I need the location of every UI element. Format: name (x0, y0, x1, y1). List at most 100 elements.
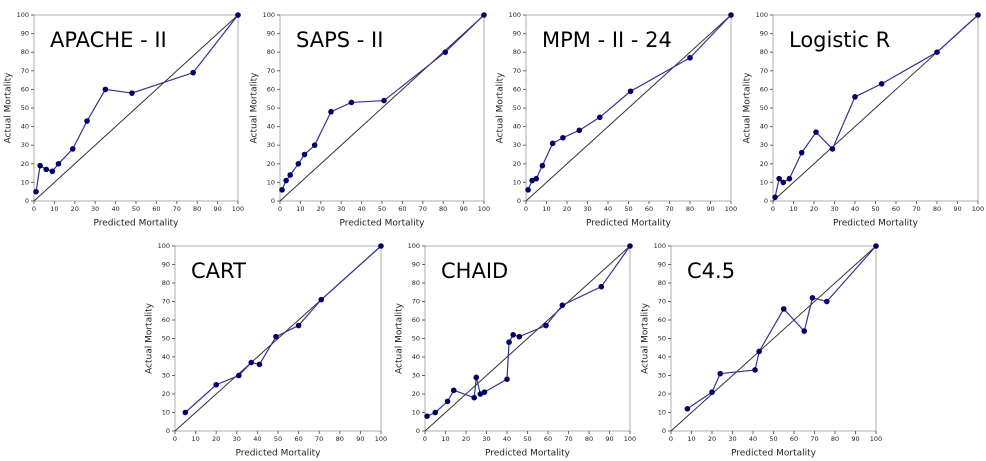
data-point (444, 398, 451, 405)
data-point (934, 49, 940, 55)
x-tick-label: 90 (356, 435, 364, 443)
data-point (378, 243, 384, 249)
y-tick-label: 40 (267, 123, 275, 131)
data-point (813, 129, 819, 135)
data-point (752, 367, 758, 373)
y-tick-label: 80 (513, 48, 521, 56)
reference-diagonal (525, 14, 732, 202)
y-tick-label: 20 (658, 390, 666, 398)
x-tick-label: 0 (771, 205, 775, 213)
x-tick-label: 60 (892, 205, 900, 213)
y-tick-label: 10 (162, 409, 170, 417)
data-point (780, 306, 787, 312)
y-tick-label: 0 (517, 197, 521, 205)
x-tick-label: 70 (173, 205, 181, 213)
y-tick-label: 70 (513, 67, 521, 75)
data-point (878, 81, 885, 87)
data-point (481, 12, 487, 18)
x-tick-label: 0 (32, 205, 36, 213)
data-point (283, 177, 289, 184)
x-tick-label: 50 (769, 435, 777, 443)
x-tick-label: 90 (851, 435, 859, 443)
x-tick-label: 50 (274, 435, 282, 443)
y-tick-label: 10 (412, 409, 420, 417)
x-tick-label: 50 (132, 205, 140, 213)
x-tick-label: 0 (423, 435, 427, 443)
x-axis-label: Predicted Mortality (731, 449, 817, 459)
series-line (687, 245, 877, 410)
x-tick-label: 40 (604, 205, 612, 213)
y-axis-label: Actual Mortality (496, 72, 506, 144)
chart-title: SAPS - II (296, 28, 383, 52)
chart-title: APACHE - II (50, 28, 167, 52)
chart-title: CART (191, 259, 246, 283)
y-tick-label: 50 (513, 104, 521, 112)
data-point (450, 387, 457, 394)
y-tick-label: 20 (162, 390, 170, 398)
y-tick-label: 100 (263, 11, 275, 19)
chart-title: CHAID (441, 259, 508, 283)
data-point (84, 118, 90, 124)
y-tick-label: 80 (21, 48, 29, 56)
x-tick-label: 30 (482, 435, 490, 443)
x-tick-label: 10 (542, 205, 550, 213)
data-point (381, 97, 387, 104)
x-tick-label: 60 (294, 435, 302, 443)
data-point (37, 162, 43, 169)
data-point (256, 361, 263, 368)
y-tick-label: 40 (658, 353, 666, 361)
data-point (560, 134, 566, 141)
y-tick-label: 100 (158, 242, 170, 250)
data-point (576, 127, 583, 134)
x-tick-label: 90 (213, 205, 221, 213)
x-tick-label: 60 (790, 435, 798, 443)
data-point (190, 69, 196, 76)
y-tick-label: 30 (760, 141, 768, 149)
y-tick-label: 90 (513, 30, 521, 38)
reference-diagonal (33, 14, 239, 202)
x-tick-label: 70 (810, 435, 818, 443)
y-tick-label: 30 (162, 372, 170, 380)
x-tick-label: 80 (933, 205, 941, 213)
x-tick-label: 40 (253, 435, 261, 443)
y-tick-label: 70 (21, 67, 29, 75)
y-tick-label: 0 (764, 197, 768, 205)
x-tick-label: 10 (50, 205, 58, 213)
y-tick-label: 40 (162, 353, 170, 361)
data-point (687, 54, 693, 61)
x-tick-label: 70 (912, 205, 920, 213)
y-tick-label: 0 (25, 197, 29, 205)
data-point (504, 376, 510, 383)
y-tick-label: 40 (760, 123, 768, 131)
x-tick-label: 10 (687, 435, 695, 443)
y-axis-label: Actual Mortality (145, 302, 155, 374)
y-tick-label: 50 (267, 104, 275, 112)
x-tick-label: 10 (441, 435, 449, 443)
y-tick-label: 80 (412, 279, 420, 287)
y-tick-label: 60 (21, 85, 29, 93)
y-tick-label: 90 (162, 261, 170, 269)
data-point (709, 389, 715, 395)
x-tick-label: 20 (71, 205, 79, 213)
y-axis-label: Actual Mortality (743, 72, 753, 144)
y-tick-label: 50 (162, 335, 170, 343)
y-tick-label: 10 (513, 178, 521, 186)
y-tick-label: 10 (21, 178, 29, 186)
data-point (539, 162, 546, 169)
data-point (829, 146, 836, 152)
data-point (559, 302, 566, 309)
data-point (873, 243, 879, 249)
x-tick-label: 50 (871, 205, 879, 213)
data-point (318, 296, 325, 303)
x-tick-label: 0 (173, 435, 177, 443)
y-tick-label: 90 (760, 30, 768, 38)
y-tick-label: 20 (513, 160, 521, 168)
data-point (102, 86, 109, 93)
y-tick-label: 40 (21, 123, 29, 131)
y-tick-label: 60 (267, 85, 275, 93)
data-point (597, 114, 603, 121)
data-point (506, 339, 512, 346)
x-tick-label: 30 (233, 435, 241, 443)
x-tick-label: 30 (91, 205, 99, 213)
